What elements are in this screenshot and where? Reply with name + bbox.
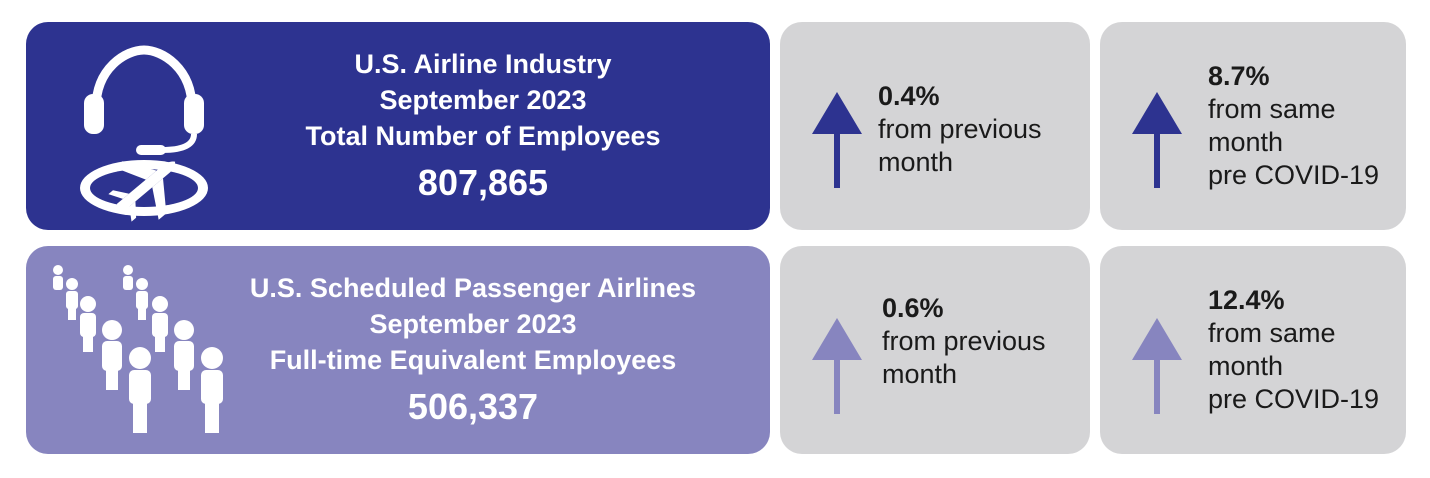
passenger-month-pct: 0.6%: [882, 293, 944, 323]
industry-covid-line3: pre COVID-19: [1208, 160, 1380, 190]
passenger-month-card: 0.6% from previous month: [780, 246, 1090, 454]
passenger-text: U.S. Scheduled Passenger Airlines Septem…: [226, 246, 720, 454]
industry-month-line2: month: [878, 147, 954, 177]
industry-covid-pct: 8.7%: [1208, 61, 1270, 91]
up-arrow-icon: [1132, 318, 1182, 414]
passenger-covid-line3: pre COVID-19: [1208, 384, 1380, 414]
up-arrow-icon: [812, 92, 862, 188]
passenger-covid-pct: 12.4%: [1208, 285, 1285, 315]
passenger-covid-card: 12.4% from same month pre COVID-19: [1100, 246, 1406, 454]
industry-value: 807,865: [417, 162, 549, 203]
industry-card: U.S. Airline Industry September 2023 Tot…: [26, 22, 770, 230]
industry-covid-line2: month: [1208, 127, 1284, 157]
people-group-icon: [53, 265, 223, 433]
passenger-month-line1: from previous: [882, 326, 1046, 356]
passenger-card: U.S. Scheduled Passenger Airlines Septem…: [26, 246, 770, 454]
passenger-covid-line2: month: [1208, 351, 1284, 381]
passenger-month-line2: month: [882, 359, 958, 389]
up-arrow-icon: [812, 318, 862, 414]
industry-month-card: 0.4% from previous month: [780, 22, 1090, 230]
industry-month-line1: from previous: [878, 114, 1042, 144]
industry-month-pct: 0.4%: [878, 81, 940, 111]
industry-title: U.S. Airline Industry: [354, 49, 612, 79]
passenger-month-text: 0.6% from previous month: [882, 292, 1046, 391]
passenger-month: September 2023: [369, 309, 577, 339]
passenger-subtitle: Full-time Equivalent Employees: [269, 345, 677, 375]
industry-text: U.S. Airline Industry September 2023 Tot…: [246, 22, 720, 230]
industry-month: September 2023: [379, 85, 587, 115]
passenger-covid-text: 12.4% from same month pre COVID-19: [1208, 284, 1379, 416]
industry-covid-line1: from same: [1208, 94, 1336, 124]
industry-covid-card: 8.7% from same month pre COVID-19: [1100, 22, 1406, 230]
passenger-title: U.S. Scheduled Passenger Airlines: [249, 273, 697, 303]
up-arrow-icon: [1132, 92, 1182, 188]
passenger-covid-line1: from same: [1208, 318, 1336, 348]
headset-airplane-icon: [80, 45, 208, 222]
industry-covid-text: 8.7% from same month pre COVID-19: [1208, 60, 1379, 192]
passenger-value: 506,337: [407, 386, 539, 427]
industry-subtitle: Total Number of Employees: [305, 121, 661, 151]
industry-month-text: 0.4% from previous month: [878, 80, 1042, 179]
